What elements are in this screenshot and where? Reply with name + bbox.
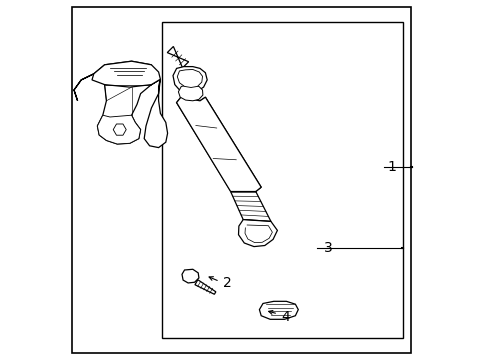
- Text: 1: 1: [387, 161, 396, 174]
- Bar: [162, 22, 403, 338]
- Text: 2: 2: [223, 276, 232, 289]
- Polygon shape: [176, 97, 236, 191]
- Polygon shape: [182, 269, 199, 283]
- Text: 4: 4: [281, 310, 290, 324]
- Polygon shape: [178, 85, 203, 101]
- Polygon shape: [231, 192, 271, 221]
- Polygon shape: [195, 280, 216, 294]
- Polygon shape: [200, 97, 261, 192]
- Text: 3: 3: [324, 242, 333, 255]
- Polygon shape: [173, 67, 207, 93]
- Polygon shape: [113, 124, 126, 135]
- Polygon shape: [177, 69, 202, 87]
- Polygon shape: [92, 61, 160, 87]
- Polygon shape: [167, 46, 189, 68]
- Polygon shape: [239, 220, 277, 247]
- Polygon shape: [176, 97, 261, 195]
- Polygon shape: [259, 301, 298, 319]
- Polygon shape: [98, 115, 141, 144]
- Polygon shape: [74, 61, 168, 148]
